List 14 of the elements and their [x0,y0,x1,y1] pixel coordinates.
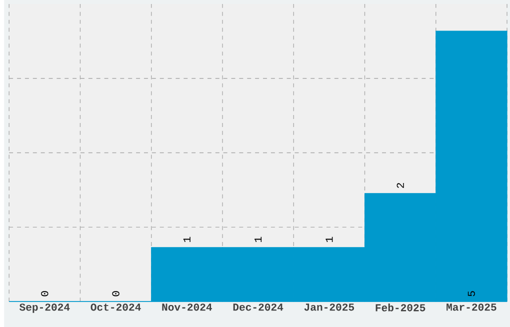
data-label: 1 [254,236,262,242]
x-tick-label: Jan-2025 [304,303,354,311]
x-tick-label: Sep-2024 [19,303,70,313]
data-label: 5 [468,291,475,296]
data-label: 0 [41,291,48,296]
data-label: 2 [396,182,404,188]
data-label: 1 [326,236,333,242]
data-label: 0 [112,291,120,296]
x-tick-label: Nov-2024 [162,303,212,311]
x-tick-label: Feb-2025 [376,303,426,312]
data-label: 1 [183,236,190,242]
x-tick-label: Oct-2024 [90,303,141,311]
x-tick-label: Dec-2024 [233,303,284,311]
x-tick-label: Mar-2025 [446,303,496,311]
